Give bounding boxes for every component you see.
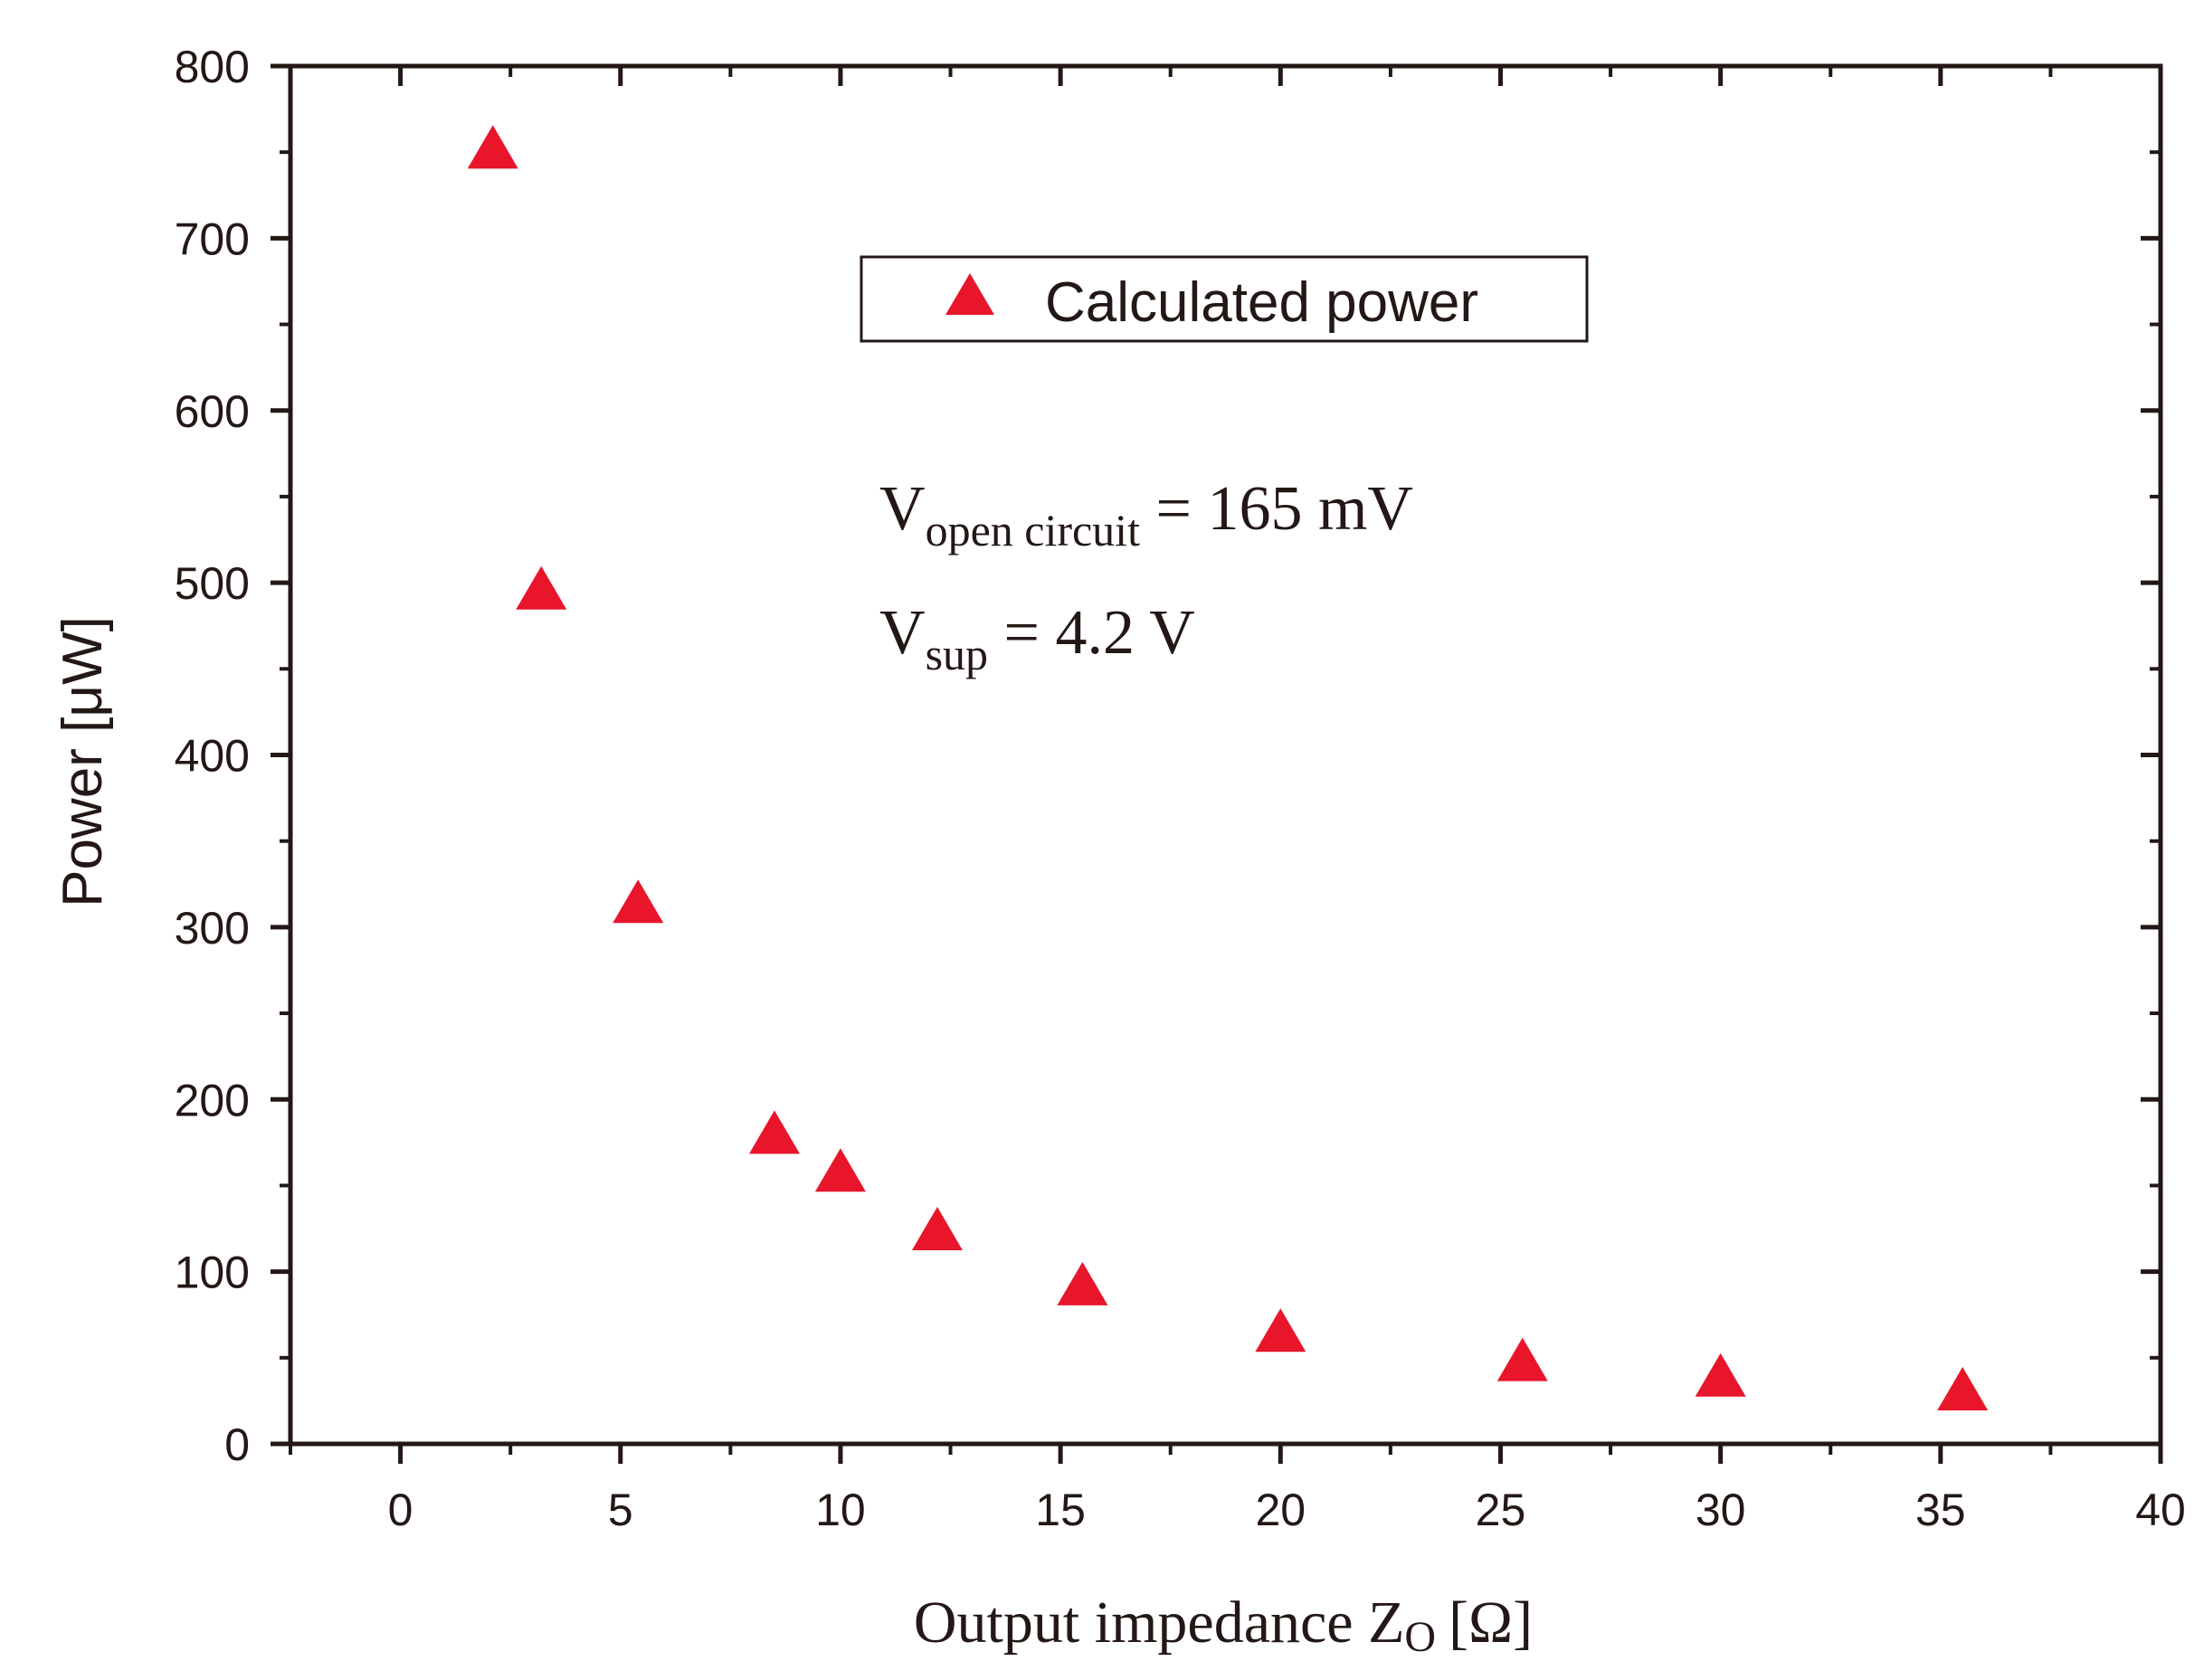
data-point-triangle — [748, 1110, 800, 1154]
y-tick-label: 600 — [175, 386, 250, 437]
x-axis-title: Output impedance ZO [Ω] — [914, 1590, 1533, 1661]
y-tick-label: 400 — [175, 731, 250, 782]
data-point-triangle — [467, 125, 518, 169]
data-points — [467, 125, 1989, 1411]
y-tick-label: 300 — [175, 903, 250, 954]
y-axis-title: Power [μW] — [52, 616, 114, 907]
legend-label: Calculated power — [1045, 271, 1478, 334]
y-tick-label: 800 — [175, 42, 250, 92]
data-point-triangle — [1057, 1261, 1108, 1305]
legend-marker-triangle — [945, 273, 994, 315]
x-tick-label: 5 — [608, 1485, 633, 1535]
data-point-triangle — [1255, 1308, 1306, 1353]
data-point-triangle — [516, 565, 567, 610]
x-tick-label: 15 — [1035, 1485, 1086, 1535]
y-tick-label: 200 — [175, 1075, 250, 1125]
ticks — [271, 63, 2163, 1464]
x-tick-label: 35 — [1915, 1485, 1966, 1535]
data-point-triangle — [911, 1206, 963, 1250]
y-tick-label: 500 — [175, 558, 250, 609]
annotation-supply-voltage: Vsup = 4.2 V — [879, 598, 1195, 679]
data-point-triangle — [1937, 1367, 1989, 1411]
x-axis-title-unit: [Ω] — [1449, 1590, 1533, 1656]
x-tick-label: 0 — [388, 1485, 413, 1535]
x-tick-label: 40 — [2135, 1485, 2186, 1535]
x-tick-label: 25 — [1476, 1485, 1526, 1535]
x-tick-label: 20 — [1255, 1485, 1306, 1535]
data-point-triangle — [1695, 1353, 1746, 1397]
legend: Calculated power — [860, 255, 1589, 343]
data-point-triangle — [814, 1148, 866, 1192]
data-point-triangle — [613, 879, 664, 924]
annotation-1-main: V — [879, 474, 926, 544]
annotation-1-rest: = 165 mV — [1140, 474, 1413, 544]
annotation-2-subscript: sup — [926, 629, 988, 679]
y-tick-label: 700 — [175, 214, 250, 264]
x-tick-label: 30 — [1696, 1485, 1746, 1535]
y-tick-label: 100 — [175, 1248, 250, 1298]
annotation-1-subscript: open circuit — [926, 505, 1141, 555]
tick-labels: 0 5 10 15 20 25 30 35 40010020030040050060070080… — [175, 42, 2186, 1535]
x-axis-title-subscript: O — [1404, 1613, 1436, 1661]
annotation-open-circuit-voltage: Vopen circuit = 165 mV — [879, 474, 1413, 555]
annotation-2-main: V — [879, 598, 926, 668]
x-tick-label: 10 — [815, 1485, 866, 1535]
y-tick-label: 0 — [224, 1419, 250, 1470]
x-axis-title-main: Output impedance Z — [914, 1590, 1405, 1656]
annotation-2-rest: = 4.2 V — [988, 598, 1195, 668]
data-point-triangle — [1496, 1337, 1548, 1381]
